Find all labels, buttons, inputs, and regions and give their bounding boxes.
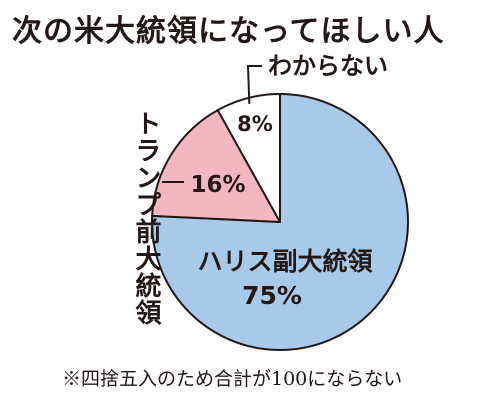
slice-label-unknown: わからない <box>268 52 388 80</box>
pie-slice-trump <box>151 109 281 223</box>
slice-label-trump: トランプ前大統領 <box>131 110 161 326</box>
slice-value-unknown: 8% <box>237 112 273 136</box>
pie-slice-unknown <box>216 93 281 223</box>
leader-line-unknown <box>246 65 262 104</box>
pie-slice-harris <box>151 93 409 351</box>
footnote: ※四捨五入のため合計が100にならない <box>62 368 403 390</box>
slice-label-harris: ハリス副大統領 <box>197 247 373 276</box>
chart-title: 次の米大統領になってほしい人 <box>12 14 445 49</box>
slice-value-trump: 16% <box>190 172 245 198</box>
slice-value-harris: 75% <box>242 281 302 310</box>
